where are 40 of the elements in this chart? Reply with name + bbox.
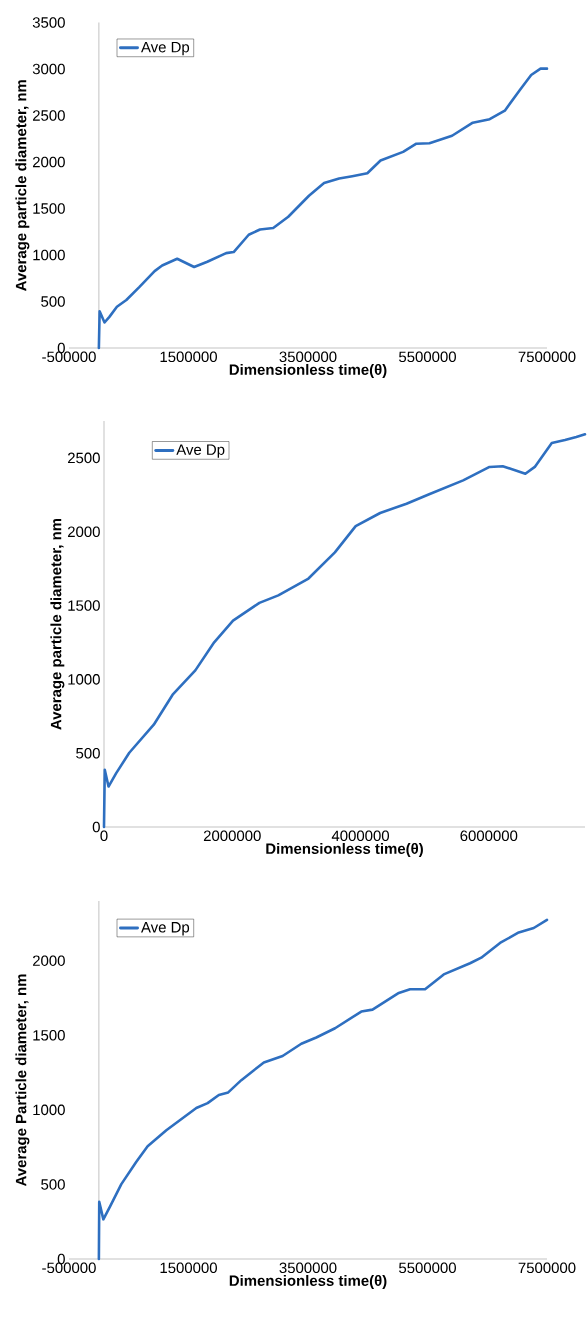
x-tick-label: 6000000 <box>460 830 518 842</box>
x-tick-label: 3500000 <box>279 351 337 363</box>
y-tick-label: 2000 <box>67 526 100 538</box>
x-tick-label: 1500000 <box>160 1262 217 1274</box>
line-series <box>97 918 549 1261</box>
x-tick-label: 7500000 <box>518 1262 576 1274</box>
line-series <box>97 67 549 350</box>
legend-label: Ave Dp <box>176 444 225 458</box>
y-axis-title: Average Particle diameter, nm <box>15 974 30 1187</box>
y-tick-label: 1000 <box>33 1104 65 1116</box>
y-tick-label: 3500 <box>32 17 65 28</box>
y-tick-label: 3000 <box>32 63 65 75</box>
x-tick-label: 7500000 <box>518 351 576 363</box>
y-tick-label: 2000 <box>32 955 65 966</box>
x-tick-label: 2000000 <box>203 830 261 842</box>
legend-label: Ave Dp <box>141 922 190 936</box>
y-tick-label: 500 <box>41 1179 65 1190</box>
y-axis-title: Average particle diameter, nm <box>50 518 65 730</box>
x-tick-label: 5500000 <box>399 1262 456 1274</box>
y-tick-label: 2500 <box>67 452 100 464</box>
y-tick-label: 2000 <box>32 156 65 168</box>
x-tick-label: 1500000 <box>160 351 217 363</box>
y-tick-label: 1500 <box>68 600 100 611</box>
x-tick-label: 0 <box>100 830 108 842</box>
y-tick-label: 500 <box>76 747 100 759</box>
y-tick-label: 500 <box>41 296 65 307</box>
y-tick-label: 1000 <box>33 249 65 261</box>
y-tick-label: 1000 <box>68 674 100 685</box>
y-tick-label: 2500 <box>32 110 65 121</box>
y-axis-title: Average particle diameter, nm <box>15 80 30 291</box>
x-axis-title: Dimensionless time(θ) <box>229 1274 387 1289</box>
y-tick-label: 1500 <box>33 1029 65 1041</box>
x-tick-label: 4000000 <box>331 830 390 842</box>
x-tick-label: 3500000 <box>279 1262 337 1274</box>
x-axis-title: Dimensionless time(θ) <box>266 842 423 857</box>
y-tick-label: 1500 <box>33 203 65 214</box>
x-tick-label: 5500000 <box>399 351 456 363</box>
y-tick-label: 0 <box>92 821 100 833</box>
x-axis-title: Dimensionless time(θ) <box>229 363 387 378</box>
legend-label: Ave Dp <box>141 41 190 56</box>
